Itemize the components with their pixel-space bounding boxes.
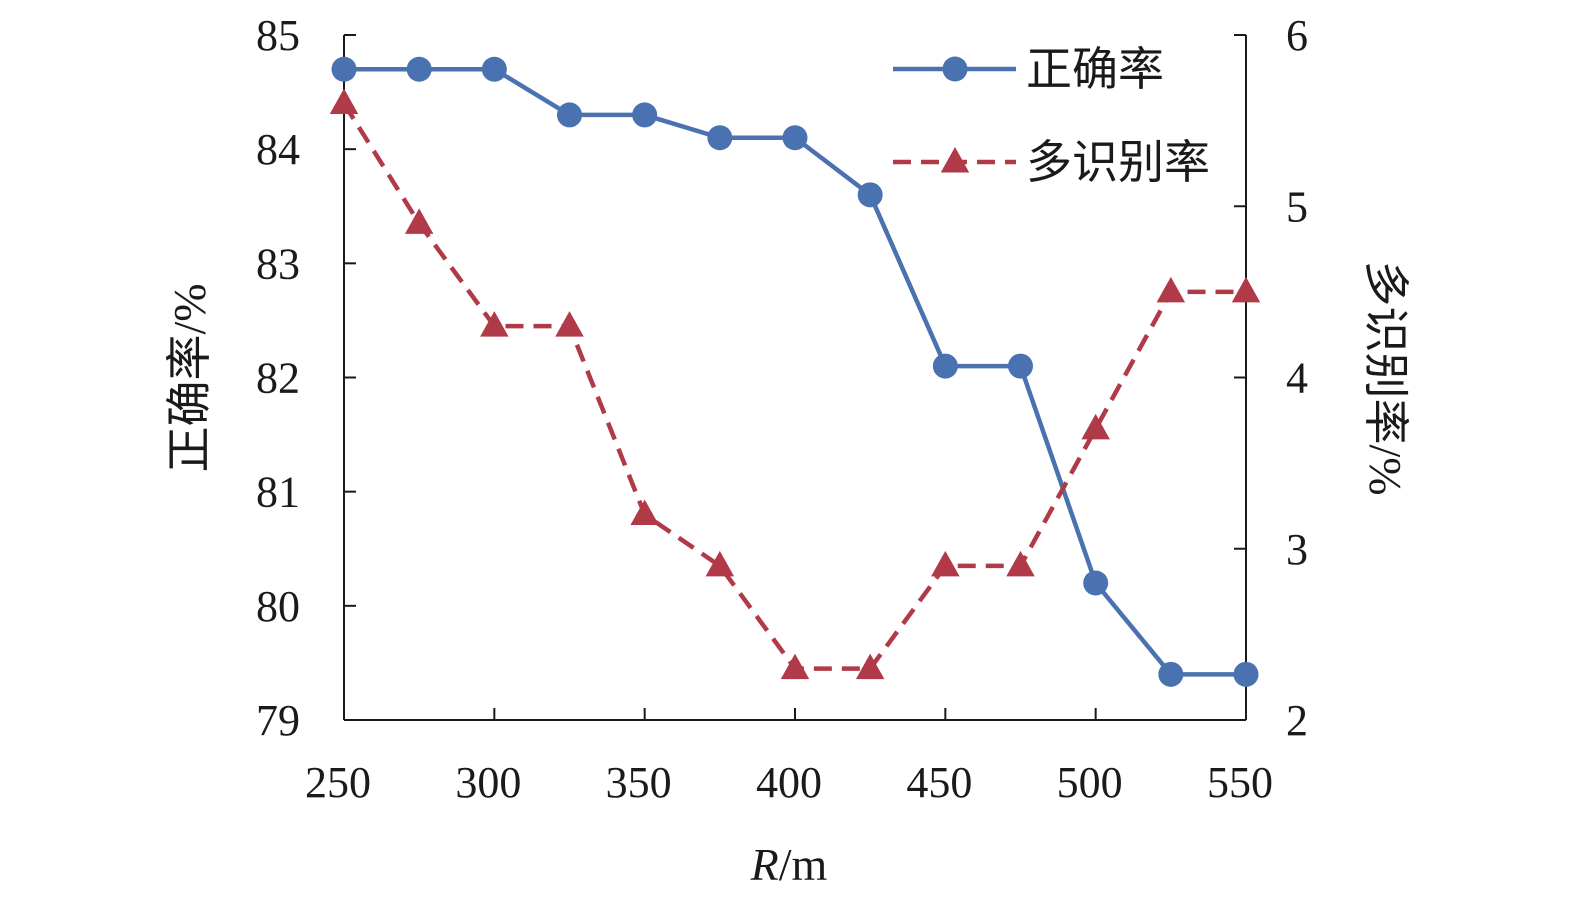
x-tick-label: 250 bbox=[305, 758, 371, 807]
y-left-tick-label: 84 bbox=[256, 125, 300, 174]
x-axis-title: R/m bbox=[750, 839, 828, 890]
axes: 79 80 81 82 83 84 85 2 3 4 5 6 250 300 350 400 450 500 550 bbox=[256, 11, 1308, 807]
series-2-point bbox=[1081, 413, 1110, 440]
y-axis-right-title: 多识别率/% bbox=[1360, 260, 1411, 495]
series-1-point bbox=[707, 125, 733, 151]
x-tick-label: 300 bbox=[455, 758, 521, 807]
series-1-point bbox=[557, 102, 582, 128]
y-right-tick-label: 5 bbox=[1286, 182, 1308, 231]
y-right-tick-label: 4 bbox=[1286, 354, 1308, 403]
x-tick-label: 350 bbox=[606, 758, 672, 807]
series-2-point bbox=[931, 550, 960, 577]
series-1-point bbox=[1233, 661, 1259, 687]
series-1-point bbox=[1083, 570, 1109, 596]
legend-label-2: 多识别率 bbox=[1026, 137, 1210, 188]
series-2-point bbox=[780, 653, 810, 680]
legend-marker-2 bbox=[940, 147, 970, 173]
series-2-point bbox=[480, 311, 509, 337]
series-1-point bbox=[406, 56, 432, 82]
y-left-tick-label: 83 bbox=[256, 239, 300, 288]
y-right-tick-label: 2 bbox=[1286, 696, 1308, 745]
x-axis-title-unit: /m bbox=[779, 839, 828, 890]
series-1-point bbox=[1008, 353, 1033, 379]
x-tick-label: 500 bbox=[1057, 758, 1123, 807]
series-2-point bbox=[705, 550, 735, 577]
y-left-tick-label: 85 bbox=[256, 11, 300, 60]
x-axis-title-variable: R bbox=[750, 839, 779, 890]
series-1-point bbox=[782, 125, 808, 151]
legend-label-1: 正确率 bbox=[1026, 44, 1164, 95]
y-right-tick-label: 3 bbox=[1286, 525, 1308, 574]
series-2-point bbox=[1006, 550, 1035, 577]
series-1-point bbox=[857, 182, 883, 208]
x-tick-label: 550 bbox=[1207, 758, 1273, 807]
y-right-tick-label: 6 bbox=[1286, 11, 1308, 60]
series-2-point bbox=[404, 208, 434, 234]
y-axis-left-title: 正确率/% bbox=[164, 283, 215, 472]
series-1-point bbox=[481, 56, 507, 82]
series-1-point bbox=[331, 56, 357, 82]
y-left-tick-label: 80 bbox=[256, 582, 300, 631]
x-tick-label: 450 bbox=[906, 758, 972, 807]
series-1-point bbox=[632, 102, 658, 128]
series-2-point bbox=[630, 499, 659, 525]
y-left-tick-label: 79 bbox=[256, 696, 300, 745]
series-2-point bbox=[1231, 276, 1261, 303]
series-2-point bbox=[855, 653, 885, 680]
series-2-point bbox=[1156, 276, 1186, 303]
y-left-tick-label: 82 bbox=[256, 354, 300, 403]
series-layer bbox=[329, 56, 1261, 687]
x-tick-label: 400 bbox=[756, 758, 822, 807]
series-2-point bbox=[329, 88, 359, 114]
series-line-2 bbox=[342, 102, 1246, 671]
legend-marker-1 bbox=[942, 56, 968, 82]
series-1-point bbox=[1158, 661, 1184, 687]
series-2-point bbox=[555, 311, 584, 337]
y-left-tick-label: 81 bbox=[256, 468, 300, 517]
series-1-point bbox=[932, 353, 958, 379]
